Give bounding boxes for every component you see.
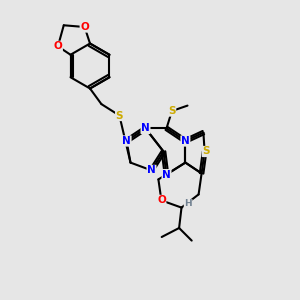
Text: S: S xyxy=(168,106,176,116)
Text: N: N xyxy=(162,169,171,180)
Text: O: O xyxy=(157,195,166,206)
Text: S: S xyxy=(116,110,123,121)
Text: O: O xyxy=(53,41,62,51)
Text: N: N xyxy=(122,136,131,146)
Text: H: H xyxy=(184,200,192,208)
Text: O: O xyxy=(80,22,89,32)
Text: N: N xyxy=(147,165,156,176)
Text: S: S xyxy=(202,146,210,157)
Text: N: N xyxy=(181,136,190,146)
Text: N: N xyxy=(141,123,150,134)
